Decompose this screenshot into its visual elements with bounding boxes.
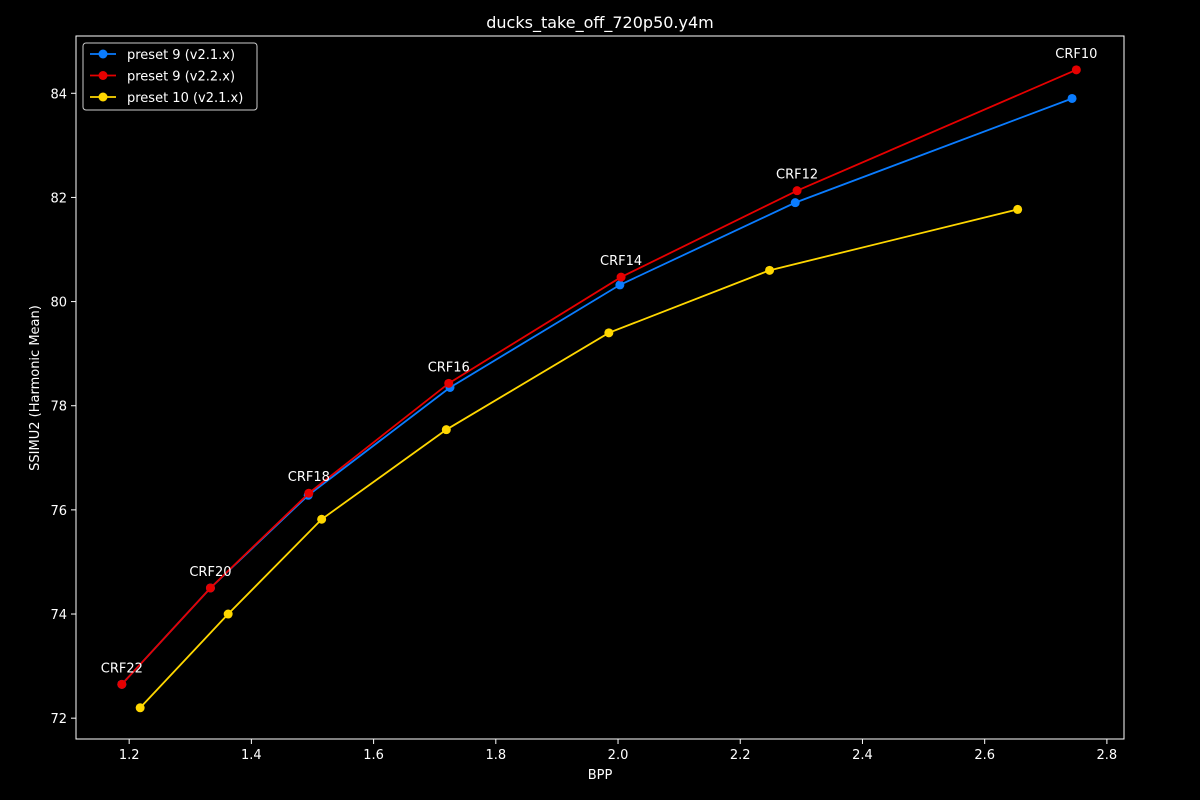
- data-point: [135, 703, 145, 713]
- data-point: [616, 272, 626, 282]
- legend-label: preset 9 (v2.2.x): [127, 70, 235, 85]
- y-tick-label: 82: [50, 191, 67, 206]
- crf-annotation: CRF20: [189, 565, 231, 580]
- data-point: [223, 609, 233, 619]
- legend-frame: [82, 42, 258, 111]
- x-tick-label: 2.8: [1097, 748, 1118, 763]
- legend: preset 9 (v2.1.x) preset 9 (v2.2.x) preset…: [82, 42, 258, 111]
- x-tick-label: 1.2: [119, 748, 140, 763]
- y-tick-label: 72: [50, 712, 67, 727]
- legend-marker: [98, 71, 108, 80]
- y-tick-label: 84: [50, 87, 67, 102]
- data-point: [205, 583, 215, 593]
- data-point: [304, 488, 314, 498]
- crf-annotation: CRF12: [776, 168, 818, 183]
- series-layer: [117, 65, 1081, 713]
- crf-annotation: CRF16: [428, 360, 470, 375]
- legend-marker: [98, 49, 108, 59]
- data-point: [765, 265, 775, 275]
- plot-area: [75, 35, 1125, 740]
- x-axis: 1.2 1.4 1.6 1.8 2.0 2.2 2.4 2.6 2.8: [119, 739, 1117, 763]
- chart-title: ducks_take_off_720p50.y4m: [486, 13, 714, 33]
- y-tick-label: 80: [50, 296, 67, 311]
- crf-annotation: CRF14: [600, 254, 642, 269]
- y-axis: 72 74 76 78 80 82 84: [50, 87, 76, 727]
- x-tick-label: 1.8: [485, 748, 506, 763]
- x-tick-label: 2.6: [974, 748, 995, 763]
- crf-annotation: CRF18: [288, 470, 330, 485]
- y-tick-label: 74: [50, 608, 67, 623]
- data-point: [317, 514, 327, 524]
- data-point: [790, 198, 800, 208]
- data-point: [117, 679, 127, 689]
- x-tick-label: 1.4: [241, 748, 262, 763]
- y-tick-label: 76: [50, 504, 67, 519]
- x-tick-label: 1.6: [363, 748, 384, 763]
- x-tick-label: 2.2: [730, 748, 751, 763]
- legend-marker: [98, 92, 108, 102]
- x-tick-label: 2.0: [608, 748, 629, 763]
- x-tick-label: 2.4: [852, 748, 873, 763]
- y-axis-label: SSIMU2 (Harmonic Mean): [28, 305, 43, 471]
- annotation-layer: CRF22 CRF20 CRF18 CRF16 CRF14 CRF12 CRF10: [101, 47, 1098, 676]
- crf-annotation: CRF22: [101, 661, 143, 676]
- data-point: [1067, 93, 1077, 103]
- data-point: [615, 280, 625, 290]
- crf-annotation: CRF10: [1055, 47, 1097, 62]
- y-tick-label: 78: [50, 400, 67, 415]
- x-axis-label: BPP: [588, 768, 613, 783]
- data-point: [792, 186, 802, 196]
- legend-label: preset 9 (v2.1.x): [127, 48, 235, 63]
- data-point: [444, 378, 454, 388]
- legend-label: preset 10 (v2.1.x): [127, 91, 243, 106]
- data-point: [604, 328, 614, 338]
- data-point: [1013, 204, 1023, 214]
- data-point: [441, 425, 451, 435]
- data-point: [1071, 65, 1081, 75]
